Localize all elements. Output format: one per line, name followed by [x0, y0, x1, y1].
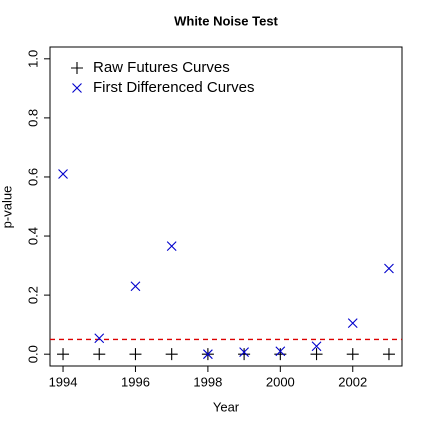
chart-title: White Noise Test — [174, 13, 278, 28]
y-tick-label: 0.2 — [25, 286, 40, 304]
point — [346, 348, 359, 361]
point — [165, 348, 178, 361]
legend-marker — [72, 83, 82, 93]
point — [238, 348, 251, 361]
point — [384, 263, 394, 274]
point — [203, 349, 213, 360]
x-axis-label: Year — [213, 399, 240, 414]
x-tick-label: 2000 — [266, 374, 295, 389]
x-tick-label: 1994 — [49, 374, 78, 389]
y-tick-label: 0.6 — [25, 168, 40, 186]
legend-marker — [71, 62, 83, 74]
y-tick-label: 0.8 — [25, 109, 40, 127]
point — [58, 169, 68, 179]
point — [130, 281, 141, 292]
x-tick-label: 1996 — [121, 374, 150, 389]
point — [239, 347, 249, 358]
point — [310, 348, 323, 361]
legend-label: First Differenced Curves — [93, 79, 254, 96]
point — [311, 341, 322, 352]
point — [382, 348, 395, 361]
y-tick-label: 0.4 — [25, 227, 40, 245]
y-tick-label: 1.0 — [25, 50, 40, 68]
point — [166, 241, 177, 251]
point — [275, 346, 286, 357]
point — [129, 348, 142, 361]
point — [274, 348, 287, 361]
point — [93, 348, 106, 361]
y-axis-label: p-value — [0, 186, 14, 229]
point — [57, 348, 70, 361]
x-tick-label: 1998 — [193, 374, 222, 389]
point — [347, 318, 358, 329]
x-tick-label: 2002 — [338, 374, 367, 389]
point — [94, 333, 105, 344]
y-tick-label: 0.0 — [25, 345, 40, 363]
legend-label: Raw Futures Curves — [93, 59, 230, 76]
